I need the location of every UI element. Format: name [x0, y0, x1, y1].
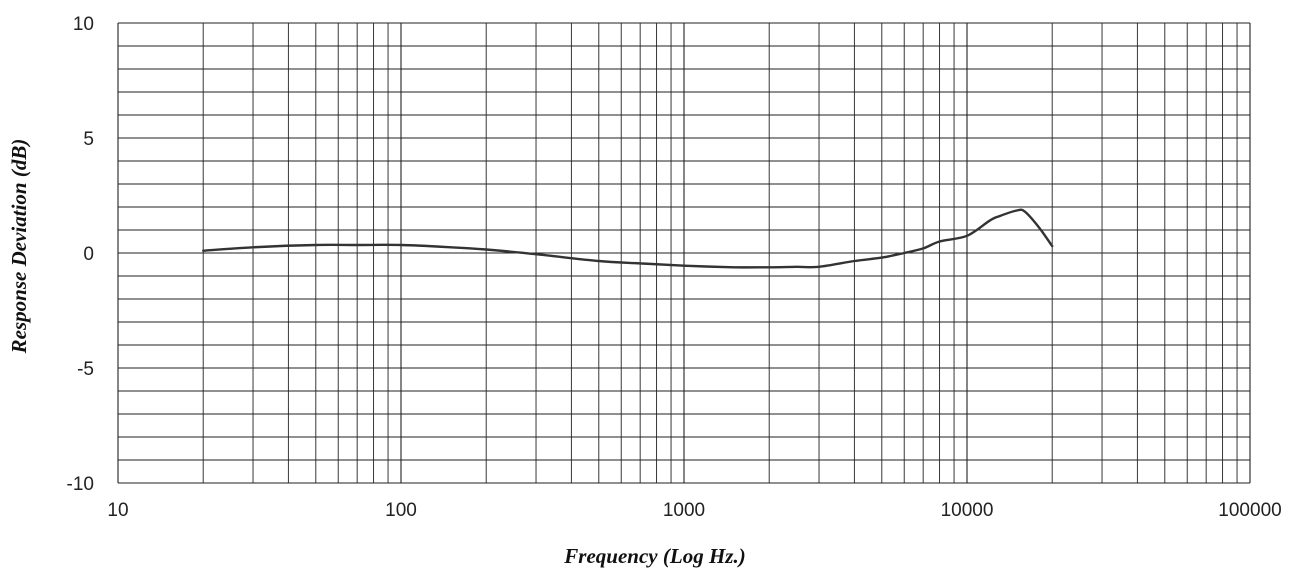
y-tick-label: -5: [77, 359, 94, 380]
y-tick-label: -10: [67, 474, 94, 495]
series-layer: [202, 208, 1054, 269]
x-axis-title: Frequency (Log Hz.): [563, 544, 745, 568]
x-tick-label: 10000: [941, 500, 994, 521]
x-tick-label: 10: [107, 500, 128, 521]
x-tick-label: 100000: [1218, 500, 1281, 521]
grid: [117, 22, 1251, 484]
y-tick-label: 5: [83, 129, 94, 150]
y-axis-title: Response Deviation (dB): [7, 139, 31, 355]
y-tick-label: 10: [73, 14, 94, 35]
x-tick-label: 1000: [663, 500, 705, 521]
x-tick-label: 100: [385, 500, 417, 521]
tick-labels: 10 100 1000 10000 100000 10 5 0 -5 -10: [67, 14, 1282, 521]
y-tick-label: 0: [83, 244, 94, 265]
response-curve: [202, 208, 1054, 269]
